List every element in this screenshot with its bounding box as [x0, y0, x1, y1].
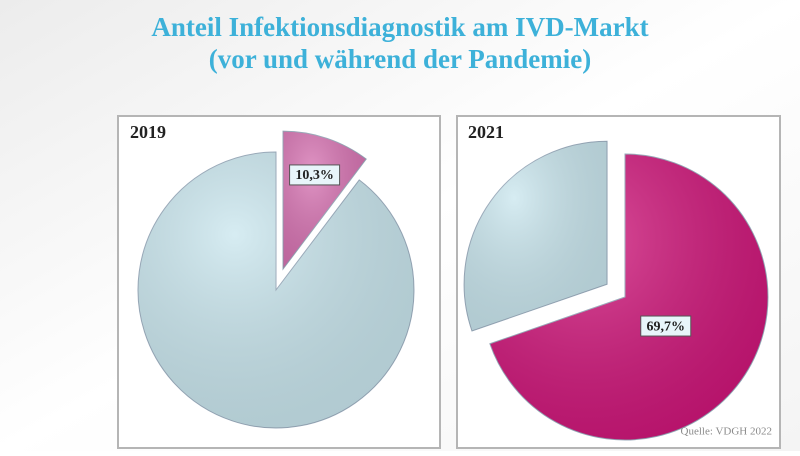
data-label: 69,7%	[647, 319, 686, 334]
label-box	[640, 315, 692, 337]
data-label: 10,3%	[295, 168, 334, 183]
source-note: Quelle: VDGH 2022	[681, 426, 772, 438]
chart-title: Anteil Infektionsdiagnostik am IVD-Markt	[151, 12, 648, 42]
panel-title: 2021	[468, 122, 504, 142]
panel-title: 2019	[130, 122, 166, 142]
chart-subtitle: (vor und während der Pandemie)	[209, 44, 592, 74]
pie-slice	[137, 151, 415, 429]
